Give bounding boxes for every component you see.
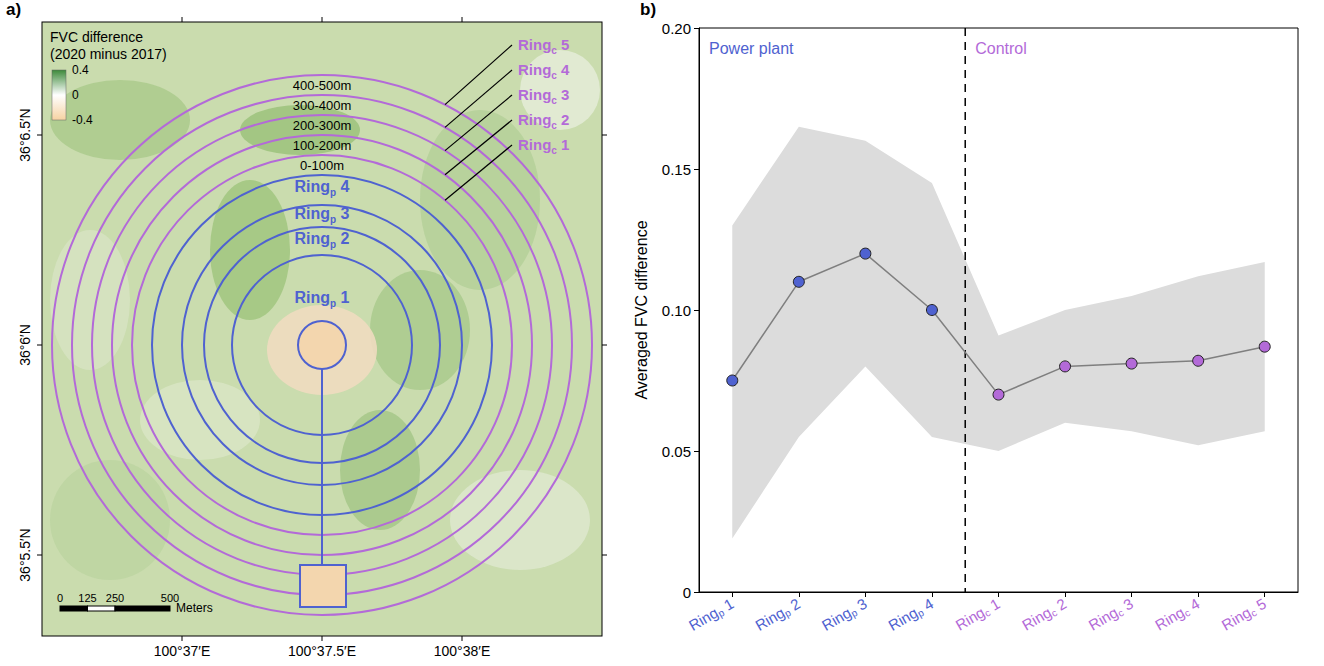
svg-text:0.10: 0.10 <box>662 302 691 319</box>
svg-text:1: 1 <box>983 594 1003 616</box>
svg-text:36°6′N: 36°6′N <box>17 324 33 366</box>
svg-text:0.05: 0.05 <box>662 443 691 460</box>
svg-text:-0.4: -0.4 <box>72 113 93 127</box>
svg-text:300-400m: 300-400m <box>293 98 352 113</box>
svg-text:Ring: Ring <box>1019 603 1054 633</box>
svg-text:Ringp 2: Ringp 2 <box>295 230 350 250</box>
svg-text:250: 250 <box>106 592 124 604</box>
svg-text:c: c <box>982 607 993 619</box>
svg-text:Averaged FVC difference: Averaged FVC difference <box>633 220 650 399</box>
svg-text:FVC difference: FVC difference <box>50 29 143 45</box>
svg-text:36°6.5′N: 36°6.5′N <box>17 108 33 161</box>
svg-text:Ringc 4: Ringc 4 <box>518 61 570 81</box>
svg-text:2: 2 <box>1050 594 1070 616</box>
html-text:a): a) <box>6 0 22 19</box>
svg-text:c: c <box>1049 607 1059 619</box>
svg-text:Ringc 1: Ringc 1 <box>518 136 569 156</box>
svg-text:0-100m: 0-100m <box>300 158 344 173</box>
svg-text:Ringc 3: Ringc 3 <box>518 86 569 106</box>
svg-text:4: 4 <box>1183 594 1203 616</box>
svg-text:400-500m: 400-500m <box>293 78 352 93</box>
svg-text:Ring: Ring <box>819 604 854 634</box>
svg-text:5: 5 <box>1249 594 1269 616</box>
svg-text:Ring: Ring <box>752 604 787 634</box>
svg-text:0: 0 <box>683 584 691 601</box>
svg-text:100°38′E: 100°38′E <box>434 643 491 659</box>
svg-text:Ringp 1: Ringp 1 <box>295 289 350 309</box>
svg-text:p: p <box>849 607 860 620</box>
svg-text:Ringc 5: Ringc 5 <box>518 36 569 56</box>
svg-text:Ring: Ring <box>1219 603 1254 633</box>
svg-text:p: p <box>915 607 926 620</box>
svg-text:0: 0 <box>57 592 63 604</box>
svg-text:0.15: 0.15 <box>662 161 691 178</box>
svg-text:0.4: 0.4 <box>72 63 89 77</box>
svg-text:Control: Control <box>975 40 1027 57</box>
svg-text:0.20: 0.20 <box>662 20 691 37</box>
svg-text:p: p <box>782 607 793 620</box>
svg-text:Ring: Ring <box>1152 603 1187 633</box>
svg-text:p: p <box>715 607 727 620</box>
svg-text:1: 1 <box>717 594 737 616</box>
svg-text:500: 500 <box>160 592 180 604</box>
svg-text:Ringp 3: Ringp 3 <box>295 205 350 225</box>
svg-text:4: 4 <box>916 594 937 616</box>
svg-text:100°37′E: 100°37′E <box>154 643 211 659</box>
svg-text:c: c <box>1115 607 1126 619</box>
svg-text:3: 3 <box>1116 594 1136 616</box>
svg-text:c: c <box>1182 607 1193 619</box>
svg-text:0: 0 <box>72 88 79 102</box>
svg-text:Ring: Ring <box>885 604 920 634</box>
svg-text:(2020 minus 2017): (2020 minus 2017) <box>50 46 167 62</box>
svg-text:c: c <box>1248 607 1259 619</box>
svg-text:3: 3 <box>850 594 870 616</box>
svg-text:Ring: Ring <box>1085 603 1120 633</box>
svg-text:Ring: Ring <box>686 604 721 634</box>
svg-text:100-200m: 100-200m <box>293 138 352 153</box>
svg-text:36°5.5′N: 36°5.5′N <box>17 528 33 581</box>
svg-text:Meters: Meters <box>176 601 213 615</box>
svg-text:Ringc 2: Ringc 2 <box>518 111 569 131</box>
svg-text:Ring: Ring <box>952 603 987 633</box>
svg-text:100°37.5′E: 100°37.5′E <box>288 643 356 659</box>
svg-text:200-300m: 200-300m <box>293 118 352 133</box>
svg-text:Ringp 4: Ringp 4 <box>295 178 350 198</box>
svg-text:2: 2 <box>783 594 804 616</box>
svg-text:Power plant: Power plant <box>709 40 794 57</box>
html-text:b): b) <box>640 0 656 19</box>
svg-text:125: 125 <box>78 592 96 604</box>
